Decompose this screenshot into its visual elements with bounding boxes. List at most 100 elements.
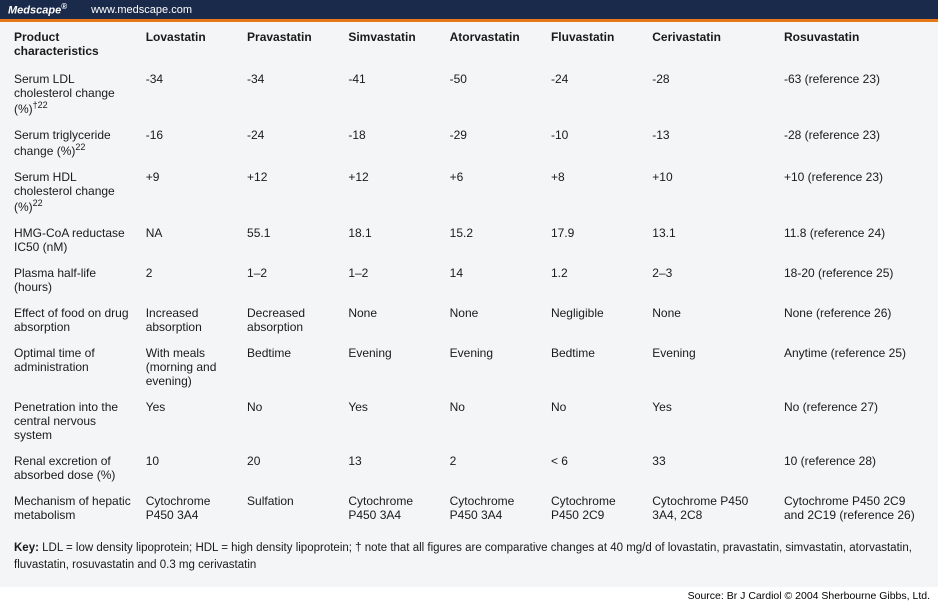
cell: Increased absorption <box>140 300 241 340</box>
row-label: Serum triglyceride change (%)22 <box>8 122 140 164</box>
cell: NA <box>140 220 241 260</box>
table-header-row: Product characteristics Lovastatin Prava… <box>8 28 930 66</box>
cell: Anytime (reference 25) <box>778 340 930 394</box>
cell: 10 <box>140 448 241 488</box>
cell: 2 <box>140 260 241 300</box>
cell: Negligible <box>545 300 646 340</box>
row-label: Plasma half-life (hours) <box>8 260 140 300</box>
cell: +12 <box>342 164 443 220</box>
table-row: Renal excretion of absorbed dose (%)1020… <box>8 448 930 488</box>
cell: Cytochrome P450 3A4, 2C8 <box>646 488 778 528</box>
table-row: Serum HDL cholesterol change (%)22+9+12+… <box>8 164 930 220</box>
cell: -28 <box>646 66 778 122</box>
cell: With meals (morning and evening) <box>140 340 241 394</box>
cell: -13 <box>646 122 778 164</box>
table-row: Optimal time of administrationWith meals… <box>8 340 930 394</box>
cell: -63 (reference 23) <box>778 66 930 122</box>
cell: Yes <box>342 394 443 448</box>
brand-reg: ® <box>61 2 67 11</box>
cell: Yes <box>140 394 241 448</box>
col-header: Rosuvastatin <box>778 28 930 66</box>
col-header: Product characteristics <box>8 28 140 66</box>
footer-source: Source: Br J Cardiol © 2004 Sherbourne G… <box>0 587 938 605</box>
cell: Decreased absorption <box>241 300 342 340</box>
row-label: HMG-CoA reductase IC50 (nM) <box>8 220 140 260</box>
row-label: Mechanism of hepatic metabolism <box>8 488 140 528</box>
cell: +9 <box>140 164 241 220</box>
row-label: Optimal time of administration <box>8 340 140 394</box>
cell: Evening <box>342 340 443 394</box>
row-label-sup: 22 <box>75 142 85 152</box>
key-label: Key: <box>14 542 39 554</box>
table-body: Serum LDL cholesterol change (%)†22-34-3… <box>8 66 930 579</box>
cell: 13.1 <box>646 220 778 260</box>
cell: -18 <box>342 122 443 164</box>
cell: 2–3 <box>646 260 778 300</box>
cell: 20 <box>241 448 342 488</box>
cell: +10 <box>646 164 778 220</box>
cell: Sulfation <box>241 488 342 528</box>
cell: +6 <box>444 164 545 220</box>
row-label-sup: 22 <box>33 198 43 208</box>
cell: 1–2 <box>342 260 443 300</box>
brand: Medscape® <box>8 2 67 17</box>
cell: Bedtime <box>545 340 646 394</box>
col-header: Lovastatin <box>140 28 241 66</box>
row-label-sup: †22 <box>33 100 48 110</box>
cell: -41 <box>342 66 443 122</box>
table-row: Plasma half-life (hours)21–21–2141.22–31… <box>8 260 930 300</box>
cell: Evening <box>646 340 778 394</box>
key-row: Key: LDL = low density lipoprotein; HDL … <box>8 528 930 579</box>
cell: Cytochrome P450 2C9 <box>545 488 646 528</box>
cell: < 6 <box>545 448 646 488</box>
col-header: Cerivastatin <box>646 28 778 66</box>
cell: +12 <box>241 164 342 220</box>
col-header: Pravastatin <box>241 28 342 66</box>
cell: Cytochrome P450 3A4 <box>342 488 443 528</box>
cell: 13 <box>342 448 443 488</box>
cell: Cytochrome P450 3A4 <box>444 488 545 528</box>
table-wrap: Product characteristics Lovastatin Prava… <box>0 22 938 587</box>
cell: -24 <box>545 66 646 122</box>
cell: Bedtime <box>241 340 342 394</box>
cell: None (reference 26) <box>778 300 930 340</box>
cell: 55.1 <box>241 220 342 260</box>
cell: 18.1 <box>342 220 443 260</box>
cell: Cytochrome P450 3A4 <box>140 488 241 528</box>
cell: 10 (reference 28) <box>778 448 930 488</box>
cell: +10 (reference 23) <box>778 164 930 220</box>
cell: No <box>545 394 646 448</box>
cell: No <box>444 394 545 448</box>
cell: No (reference 27) <box>778 394 930 448</box>
header-url: www.medscape.com <box>91 4 192 16</box>
row-label: Serum LDL cholesterol change (%)†22 <box>8 66 140 122</box>
row-label: Renal excretion of absorbed dose (%) <box>8 448 140 488</box>
cell: 33 <box>646 448 778 488</box>
cell: None <box>444 300 545 340</box>
cell: 1–2 <box>241 260 342 300</box>
table-row: Serum LDL cholesterol change (%)†22-34-3… <box>8 66 930 122</box>
cell: +8 <box>545 164 646 220</box>
cell: -50 <box>444 66 545 122</box>
table-row: Mechanism of hepatic metabolismCytochrom… <box>8 488 930 528</box>
cell: 11.8 (reference 24) <box>778 220 930 260</box>
col-header: Simvastatin <box>342 28 443 66</box>
cell: Evening <box>444 340 545 394</box>
cell: 18-20 (reference 25) <box>778 260 930 300</box>
row-label: Penetration into the central nervous sys… <box>8 394 140 448</box>
cell: None <box>342 300 443 340</box>
cell: -16 <box>140 122 241 164</box>
key-cell: Key: LDL = low density lipoprotein; HDL … <box>8 528 930 579</box>
cell: 17.9 <box>545 220 646 260</box>
table-row: Effect of food on drug absorptionIncreas… <box>8 300 930 340</box>
cell: -10 <box>545 122 646 164</box>
cell: No <box>241 394 342 448</box>
header-bar: Medscape® www.medscape.com <box>0 0 938 19</box>
statin-table: Product characteristics Lovastatin Prava… <box>8 28 930 579</box>
cell: 15.2 <box>444 220 545 260</box>
cell: 2 <box>444 448 545 488</box>
cell: Cytochrome P450 2C9 and 2C19 (reference … <box>778 488 930 528</box>
row-label: Serum HDL cholesterol change (%)22 <box>8 164 140 220</box>
cell: -28 (reference 23) <box>778 122 930 164</box>
cell: 1.2 <box>545 260 646 300</box>
